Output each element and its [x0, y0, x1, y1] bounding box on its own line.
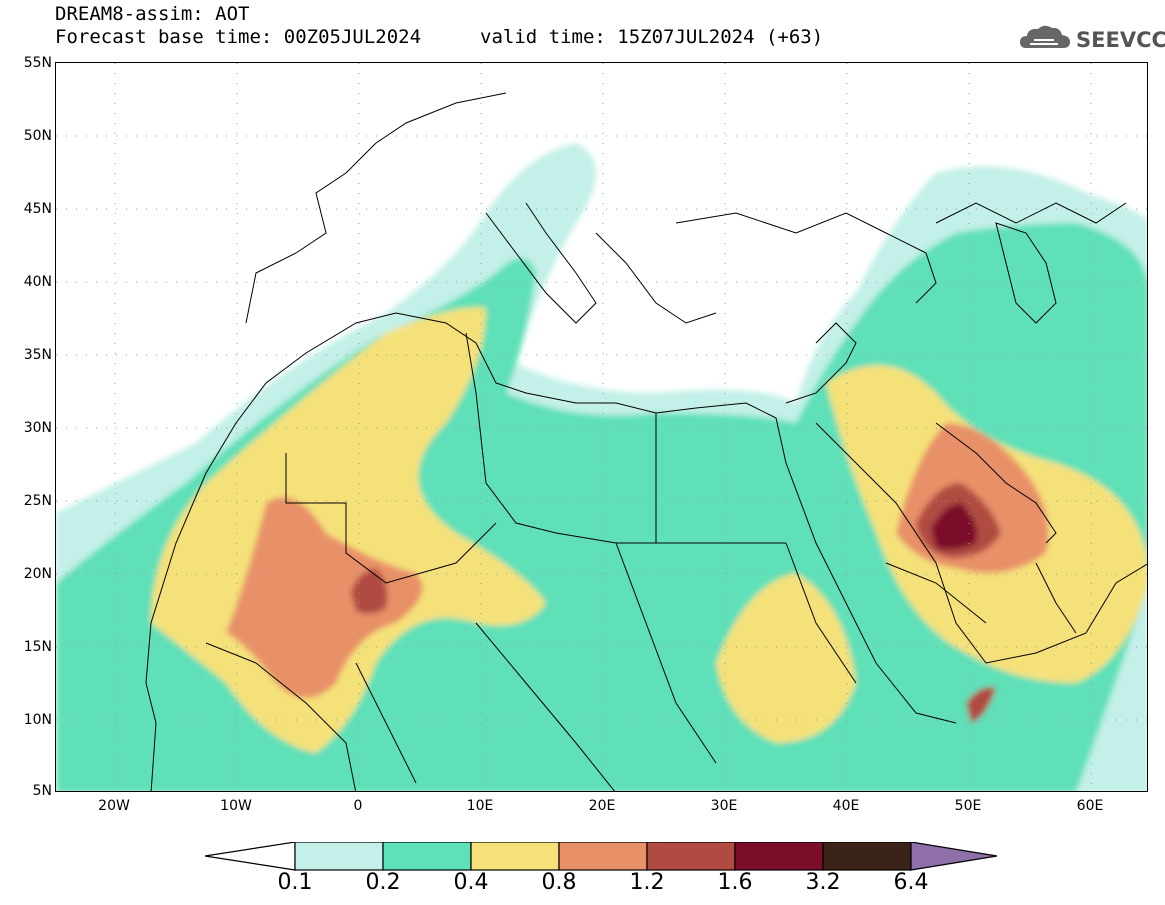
title-base-time: Forecast base time: 00Z05JUL2024 [55, 26, 422, 48]
lat-label: 40N [23, 274, 52, 290]
lat-label: 35N [23, 347, 52, 363]
lat-label: 30N [23, 420, 52, 436]
colorbar-label: 0.1 [277, 870, 313, 895]
logo-text: SEEVCCC [1076, 28, 1165, 52]
colorbar-segment [294, 842, 384, 871]
colorbar-above [910, 842, 998, 871]
lon-label: 10W [220, 798, 252, 814]
colorbar-label: 0.2 [365, 870, 401, 895]
colorbar-below [205, 842, 296, 871]
aot-map [55, 62, 1148, 792]
lat-label: 20N [23, 566, 52, 582]
colorbar-segment [646, 842, 736, 871]
lat-label: 25N [23, 493, 52, 509]
map-canvas [56, 63, 1147, 791]
title-product: DREAM8-assim: AOT [55, 3, 250, 25]
lat-label: 50N [23, 128, 52, 144]
lat-label: 55N [23, 55, 52, 71]
colorbar-label: 0.8 [541, 870, 577, 895]
lon-label: 50E [954, 798, 982, 814]
colorbar [205, 842, 998, 871]
colorbar-label: 1.2 [629, 870, 665, 895]
lat-label: 5N [32, 783, 52, 799]
aot-shading [56, 143, 1147, 791]
lon-label: 20W [98, 798, 130, 814]
lon-label: 10E [466, 798, 494, 814]
lon-label: 0 [353, 798, 363, 814]
title-valid-time: valid time: 15Z07JUL2024 (+63) [480, 26, 824, 48]
gridlines [56, 63, 1147, 791]
lon-label: 20E [588, 798, 616, 814]
colorbar-label: 0.4 [453, 870, 489, 895]
coastlines [145, 92, 1147, 791]
colorbar-segment [558, 842, 648, 871]
lon-label: 40E [832, 798, 860, 814]
colorbar-segment [470, 842, 560, 871]
colorbar-segment [382, 842, 472, 871]
colorbar-label: 3.2 [805, 870, 841, 895]
cloud-icon [1020, 25, 1070, 48]
lat-label: 45N [23, 201, 52, 217]
lat-label: 10N [23, 712, 52, 728]
colorbar-label: 6.4 [893, 870, 929, 895]
colorbar-segment [734, 842, 824, 871]
lat-label: 15N [23, 639, 52, 655]
colorbar-segment [822, 842, 912, 871]
colorbar-label: 1.6 [717, 870, 753, 895]
lon-label: 30E [710, 798, 738, 814]
lon-label: 60E [1076, 798, 1104, 814]
